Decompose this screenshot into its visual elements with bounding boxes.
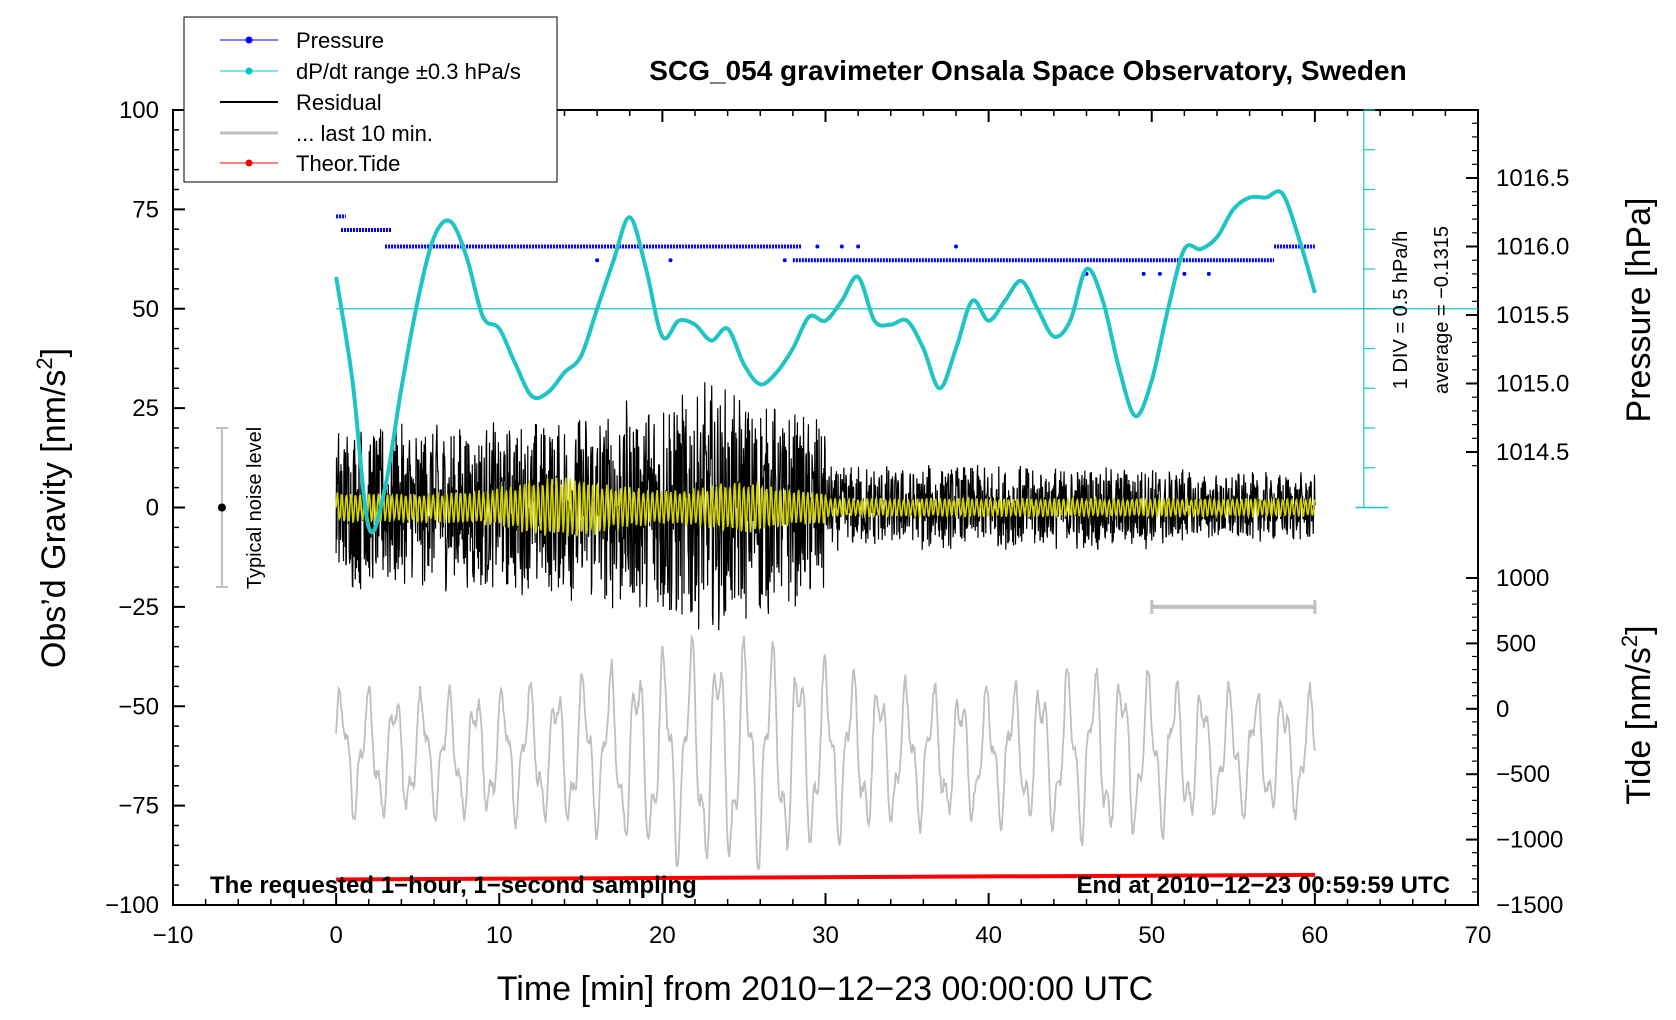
tide-axis: 1000 500 0 −500 −1000 −1500 [1466, 565, 1563, 919]
tide-tick-label: 1000 [1496, 565, 1549, 592]
pressure-point [839, 244, 844, 249]
noise-level-label: Typical noise level [244, 427, 266, 589]
pressure-axis: 1016.5 1016.0 1015.5 1015.0 1014.5 [1466, 122, 1569, 467]
x-axis-title: Time [min] from 2010−12−23 00:00:00 UTC [497, 970, 1153, 1008]
x-tick-label: 20 [649, 922, 676, 949]
annotation-bottom-right: End at 2010−12−23 00:59:59 UTC [1076, 872, 1450, 899]
legend-marker [245, 67, 253, 75]
pressure-point [856, 244, 861, 249]
dpdt-series [334, 109, 1478, 535]
tide-axis-title: Tide [nm/s2] [1617, 625, 1658, 804]
tide-axis-title-sup: 2 [1617, 635, 1642, 647]
noise-center-dot [217, 503, 226, 512]
x-tick-label: 30 [812, 922, 839, 949]
tide-tick-label: −500 [1496, 761, 1550, 788]
y-tick-label: −75 [118, 793, 159, 820]
residual-series [335, 382, 1316, 631]
dpdt-div-label: 1 DIV = 0.5 hPa/h [1390, 231, 1412, 389]
y-axis-left-title-end: ] [35, 348, 73, 357]
y-axis-left-title-main: Obs’d Gravity [nm/s [35, 370, 73, 669]
annotation-bottom-left: The requested 1−hour, 1−second sampling [210, 872, 697, 899]
legend-label-residual: Residual [296, 90, 382, 115]
tide-tick-label: −1000 [1496, 827, 1563, 854]
pressure-tick-label: 1015.0 [1496, 371, 1569, 398]
tide-tick-label: −1500 [1496, 892, 1563, 919]
y-axis-left: 100 75 50 25 0 −25 −50 −75 −100 [105, 97, 185, 919]
pressure-tick-label: 1014.5 [1496, 439, 1569, 466]
pressure-point [595, 258, 600, 263]
pressure-tick-label: 1016.5 [1496, 165, 1569, 192]
legend-label-pressure: Pressure [296, 28, 384, 53]
x-tick-label: 0 [329, 922, 342, 949]
annotation-marks [215, 427, 1317, 614]
x-tick-label: 60 [1302, 922, 1329, 949]
x-tick-label: 10 [486, 922, 513, 949]
residual-line [335, 382, 1316, 631]
legend-entries [220, 36, 278, 167]
pressure-point [782, 258, 787, 263]
y-tick-label: 0 [146, 495, 159, 522]
last-10min-line [335, 633, 1316, 871]
theor-tide-series [336, 872, 1315, 882]
pressure-axis-title: Pressure [hPa] [1620, 198, 1658, 423]
y-tick-label: 75 [132, 196, 159, 223]
y-tick-label: 25 [132, 395, 159, 422]
pressure-point [1206, 271, 1211, 276]
pressure-point [1141, 271, 1146, 276]
y-tick-label: −50 [118, 693, 159, 720]
pressure-point [954, 244, 958, 249]
tide-tick-label: 0 [1496, 696, 1509, 723]
filtered-residual-line [335, 477, 1316, 537]
y-tick-label: −100 [105, 892, 159, 919]
x-tick-label: 70 [1465, 922, 1492, 949]
pressure-point [1182, 271, 1187, 276]
legend: Pressure dP/dt range ±0.3 hPa/s Residual… [183, 16, 558, 183]
y-axis-left-title: Obs’d Gravity [nm/s2] [32, 348, 73, 668]
tide-tick-label: 500 [1496, 630, 1536, 657]
filtered-residual-series [335, 477, 1316, 537]
pressure-tick-label: 1015.5 [1496, 302, 1569, 329]
last-10min-series [335, 633, 1316, 871]
legend-label-last10: ... last 10 min. [296, 121, 433, 146]
pressure-series [336, 214, 1315, 276]
y-axis-left-title-sup: 2 [32, 357, 57, 369]
x-axis: −10 0 10 20 30 40 50 60 70 [153, 110, 1492, 949]
y-tick-label: 50 [132, 296, 159, 323]
legend-label-dpdt: dP/dt range ±0.3 hPa/s [296, 59, 521, 84]
legend-label-tide: Theor.Tide [296, 151, 400, 176]
pressure-tick-label: 1016.0 [1496, 234, 1569, 261]
pressure-point [1157, 271, 1162, 276]
y-tick-label: 100 [119, 97, 159, 124]
dpdt-average-label: average = −0.1315 [1431, 226, 1453, 394]
x-tick-label: 50 [1138, 922, 1165, 949]
legend-box [183, 16, 558, 183]
x-tick-label: 40 [975, 922, 1002, 949]
legend-marker [245, 159, 253, 167]
pressure-point [668, 258, 673, 263]
chart-title: SCG_054 gravimeter Onsala Space Observat… [649, 55, 1406, 86]
dpdt-line [334, 189, 1317, 535]
theor-tide-line [336, 872, 1315, 882]
tide-axis-title-end: ] [1620, 625, 1658, 634]
legend-marker [245, 36, 253, 44]
pressure-point [815, 244, 820, 249]
x-tick-label: −10 [153, 922, 194, 949]
tide-axis-title-main: Tide [nm/s [1620, 647, 1658, 804]
y-tick-label: −25 [118, 594, 159, 621]
